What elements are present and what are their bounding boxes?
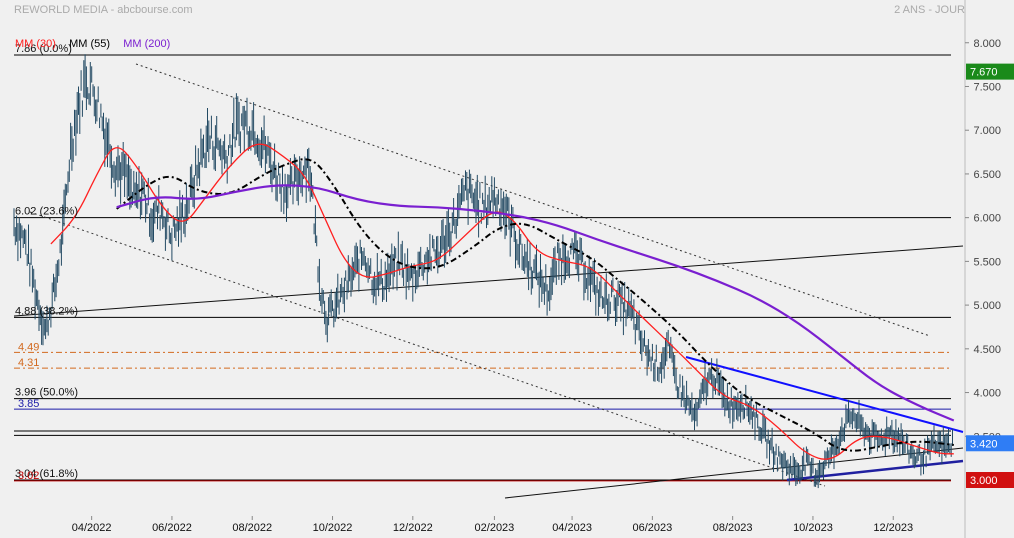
level-label: 4.31 <box>18 357 39 369</box>
y-tick-label: 5.500 <box>973 256 1001 268</box>
legend: MM (30) MM (55) MM (200) <box>15 38 170 50</box>
fib-level-label: 6.02 (23.6%) <box>15 206 78 218</box>
x-tick-label: 04/2023 <box>552 522 592 534</box>
moving-average-30-line <box>50 143 954 460</box>
y-tick-label: 8.000 <box>973 38 1001 50</box>
x-tick-label: 12/2023 <box>873 522 913 534</box>
fib-level-label: 3.04 (61.8%) <box>15 468 78 480</box>
price-badge-label: 7.670 <box>970 67 998 79</box>
trendline <box>135 63 931 337</box>
trendline <box>504 447 964 499</box>
fib-level-label: 4.88 (38.2%) <box>15 305 78 317</box>
y-tick-label: 5.000 <box>973 300 1001 312</box>
moving-average-200-line <box>116 184 955 422</box>
x-tick-label: 10/2023 <box>793 522 833 534</box>
y-tick-label: 4.500 <box>973 344 1001 356</box>
x-tick-label: 04/2022 <box>72 522 112 534</box>
price-bars-layer <box>13 54 953 489</box>
level-label: 3.02 <box>18 470 39 482</box>
fib-level-label: 3.96 (50.0%) <box>15 387 78 399</box>
level-label: 4.49 <box>18 341 39 353</box>
y-tick-label: 7.000 <box>973 125 1001 137</box>
y-tick-label: 4.000 <box>973 388 1001 400</box>
trendline <box>13 245 964 317</box>
y-tick-label: 6.500 <box>973 169 1001 181</box>
axis-layer: 8.000 7.500 7.000 6.500 6.000 5.500 5.000 4.500… <box>72 0 1014 538</box>
price-badge <box>966 63 1014 80</box>
y-tick-label: 7.500 <box>973 81 1001 93</box>
x-tick-label: 08/2023 <box>713 522 753 534</box>
trendline <box>786 459 964 482</box>
chart-source-title: REWORLD MEDIA - abcbourse.com <box>14 4 193 16</box>
legend-entry: MM (30) <box>15 38 56 50</box>
grid-layer <box>14 54 951 482</box>
price-badge-label: 3.420 <box>970 438 998 450</box>
price-badge-label: 3.000 <box>970 475 998 487</box>
trendline-layer <box>13 63 964 499</box>
trendline <box>685 356 964 433</box>
chart-period-label: 2 ANS - JOUR <box>894 4 965 16</box>
trendline <box>29 211 826 487</box>
y-tick-label: 6.000 <box>973 213 1001 225</box>
x-tick-label: 10/2022 <box>313 522 353 534</box>
x-tick-label: 08/2022 <box>232 522 272 534</box>
moving-average-55-line <box>116 158 954 452</box>
x-tick-label: 06/2023 <box>632 522 672 534</box>
price-badge <box>966 472 1014 488</box>
legend-entry: MM (200) <box>123 38 170 50</box>
x-tick-label: 06/2022 <box>152 522 192 534</box>
labels-layer: 7.86 (0.0%) 6.02 (23.6%) 4.88 (38.2%) 3.96 … <box>15 43 78 482</box>
x-tick-label: 12/2022 <box>393 522 433 534</box>
moving-averages-layer <box>50 143 955 460</box>
price-badge <box>966 435 1014 452</box>
fib-level-label: 7.86 (0.0%) <box>15 43 72 55</box>
level-label: 3.85 <box>18 398 39 410</box>
x-tick-label: 02/2023 <box>475 522 515 534</box>
legend-entry: MM (55) <box>69 38 110 50</box>
